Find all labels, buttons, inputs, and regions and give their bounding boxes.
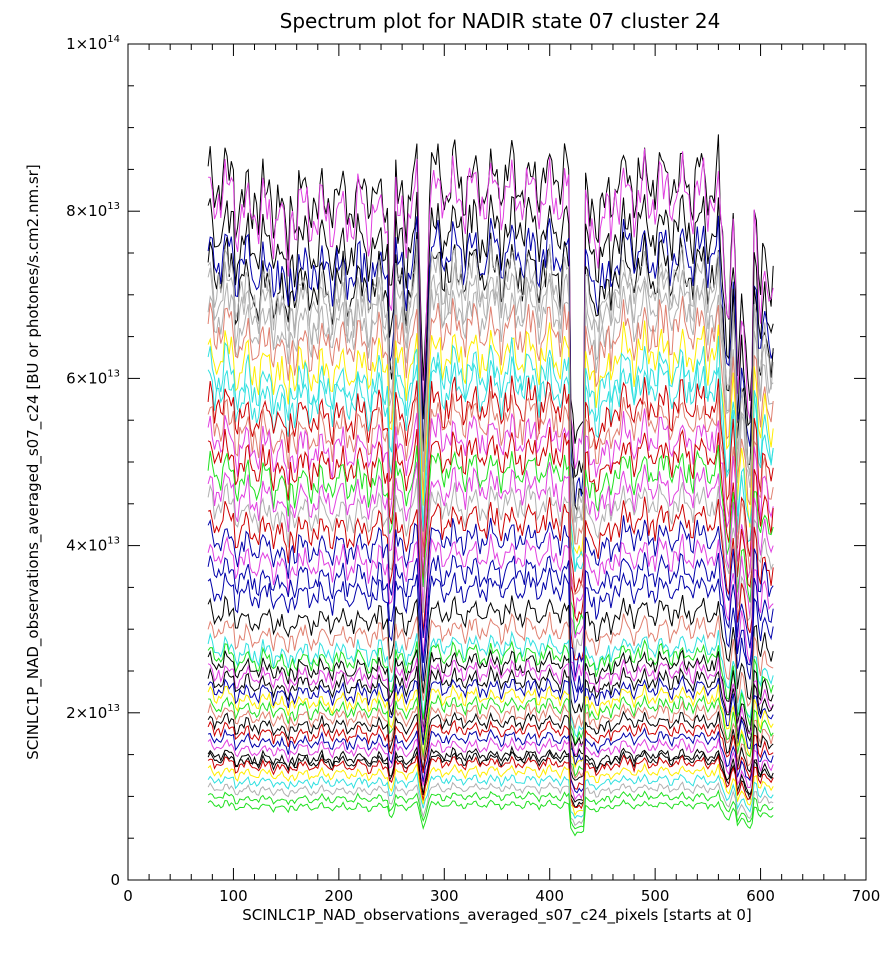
y-tick-label: 8×1013 (66, 201, 120, 220)
series-line (207, 278, 774, 545)
series-line (207, 719, 774, 790)
series-line (207, 295, 774, 545)
series-line (207, 231, 774, 512)
series-line (207, 638, 774, 747)
series-line (208, 694, 774, 778)
y-tick-label: 2×1013 (66, 703, 120, 722)
y-tick-mantissa: 6×10 (66, 369, 107, 387)
y-tick-mantissa: 8×10 (66, 202, 107, 220)
x-tick-label: 100 (219, 887, 248, 905)
y-tick-exponent: 13 (107, 703, 120, 714)
y-tick-label: 4×1013 (66, 536, 120, 555)
x-tick-label: 500 (641, 887, 670, 905)
series-line (207, 612, 774, 729)
y-tick-exponent: 13 (107, 536, 120, 547)
series-line (207, 781, 774, 827)
series-line (207, 656, 774, 756)
series-line (207, 727, 774, 794)
series-line (207, 408, 774, 615)
series-line (207, 674, 774, 766)
series-line (207, 238, 774, 523)
y-tick-label: 1×1014 (66, 34, 120, 53)
chart-title: Spectrum plot for NADIR state 07 cluster… (280, 9, 721, 33)
series-line (207, 375, 774, 593)
y-tick-mantissa: 0 (110, 871, 120, 889)
axes-layer: 0 100 200 300 400 500 600 70002×10134×10136×101… (66, 34, 880, 905)
series-line (207, 664, 774, 757)
y-tick-mantissa: 1×10 (66, 35, 107, 53)
series-line (207, 390, 774, 596)
y-tick-mantissa: 2×10 (66, 704, 107, 722)
series-line (207, 427, 774, 623)
y-tick-exponent: 13 (107, 368, 120, 379)
series-line (207, 736, 774, 801)
series-line (207, 749, 774, 808)
series-line (207, 134, 774, 444)
y-tick-exponent: 13 (107, 201, 120, 212)
series-line (207, 789, 774, 830)
series-line (207, 700, 774, 779)
x-tick-label: 700 (852, 887, 881, 905)
series-line (207, 461, 774, 639)
series-line (207, 630, 774, 739)
series-line (207, 595, 774, 714)
series-line (207, 648, 774, 748)
y-tick-label: 0 (110, 871, 120, 889)
series-line (207, 356, 774, 573)
series-line (207, 799, 774, 837)
x-tick-label: 200 (325, 887, 354, 905)
series-line (207, 191, 774, 479)
y-tick-mantissa: 4×10 (66, 537, 107, 555)
y-tick-exponent: 14 (107, 34, 120, 45)
series-line (207, 478, 774, 657)
x-tick-label: 300 (430, 887, 459, 905)
series-line (207, 710, 774, 781)
series-line (207, 496, 774, 663)
series-line (207, 444, 774, 636)
series-line (207, 770, 774, 820)
series-line (208, 148, 774, 470)
series-line (207, 762, 774, 817)
x-axis-label: SCINLC1P_NAD_observations_averaged_s07_c… (242, 906, 751, 925)
series-line (207, 515, 774, 678)
series-line (207, 532, 774, 682)
y-tick-label: 6×1013 (66, 368, 120, 387)
series-line (207, 745, 774, 803)
series-line (207, 754, 774, 810)
x-tick-label: 600 (746, 887, 775, 905)
y-axis-label: SCINLC1P_NAD_observations_averaged_s07_c… (24, 164, 43, 759)
x-tick-label: 400 (535, 887, 564, 905)
x-tick-label: 0 (123, 887, 133, 905)
series-line (207, 335, 774, 571)
series-line (207, 552, 774, 693)
series-layer (207, 134, 774, 837)
series-line (207, 567, 774, 704)
series-line (207, 683, 774, 769)
